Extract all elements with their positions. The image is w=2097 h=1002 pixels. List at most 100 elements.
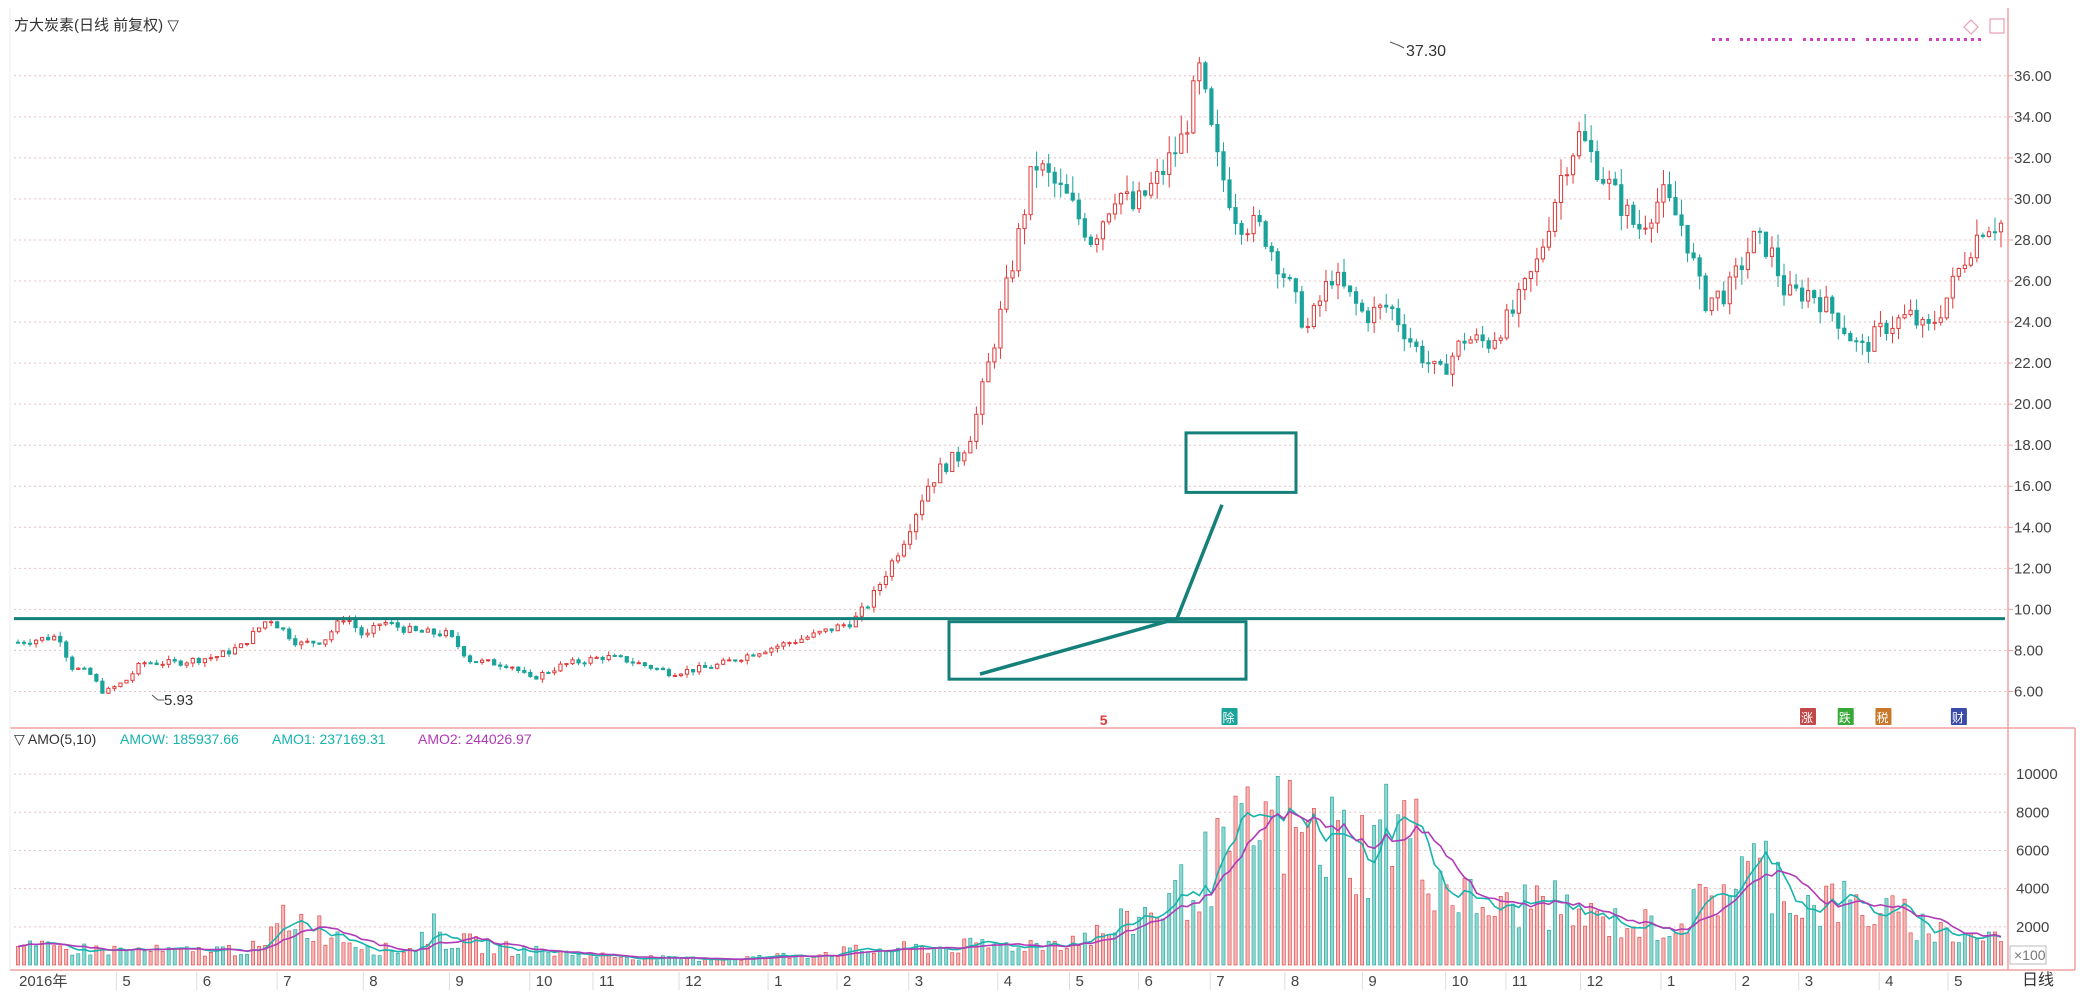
volume-bar <box>685 957 689 966</box>
volume-bar <box>82 943 87 966</box>
volume-bar <box>341 942 346 966</box>
volume-bar <box>389 951 394 966</box>
volume-bar <box>1366 898 1371 966</box>
candle-body <box>745 654 750 661</box>
candle-body <box>1522 278 1527 291</box>
candle-body <box>1329 281 1335 286</box>
period-switch[interactable]: 日线 <box>2022 971 2054 989</box>
candle-body <box>1179 133 1184 154</box>
volume-bar <box>70 954 75 966</box>
volume-bar <box>1209 906 1214 966</box>
volume-bar <box>1281 873 1286 966</box>
volume-bar <box>383 942 388 966</box>
volume-bar <box>112 945 117 966</box>
indicator-dot <box>1719 38 1722 41</box>
volume-bar <box>1161 918 1166 966</box>
volume-bar <box>64 948 69 966</box>
indicator-dot <box>1838 38 1841 41</box>
volume-bar <box>1004 942 1009 966</box>
candle-body <box>1100 221 1106 240</box>
window-icon[interactable] <box>1989 18 2005 34</box>
candle-body <box>1143 190 1148 196</box>
candle-body <box>383 622 388 625</box>
candle-body <box>534 675 539 680</box>
indicator-dot <box>1817 38 1820 41</box>
candle-body <box>751 654 756 657</box>
volume-bar <box>1583 925 1588 966</box>
candle-body <box>1468 339 1473 344</box>
candle-body <box>1799 287 1805 302</box>
candle-body <box>1462 340 1467 344</box>
candle-body <box>1836 312 1841 329</box>
candle-body <box>166 659 171 665</box>
volume-bar <box>1854 894 1859 966</box>
volume-bar <box>1119 908 1123 966</box>
diamond-icon[interactable] <box>1963 19 1979 35</box>
candle-body <box>829 628 834 632</box>
candle-body <box>1076 199 1081 220</box>
period-label[interactable]: 日线 <box>2022 971 2054 989</box>
chart-title[interactable]: 方大炭素(日线 前复权) ▽ <box>14 16 179 34</box>
volume-bar <box>1679 923 1684 966</box>
candle-body <box>787 642 792 645</box>
candle-body <box>612 654 617 657</box>
candle-body <box>437 633 443 637</box>
candle-body <box>1715 290 1720 299</box>
volume-bar <box>353 947 358 966</box>
candle-body <box>1860 340 1865 344</box>
volume-bar <box>1830 883 1835 966</box>
volume-bar <box>1094 924 1099 966</box>
candle-body <box>1908 309 1913 316</box>
volume-bar <box>1902 898 1907 966</box>
candle-body <box>293 638 298 646</box>
candle-body <box>1378 304 1383 308</box>
candle-body <box>365 632 370 636</box>
indicator-name[interactable]: ▽ AMO(5,10) <box>14 731 96 747</box>
candle-body <box>1004 277 1009 310</box>
candle-body <box>847 624 852 628</box>
volume-bar <box>1480 907 1485 966</box>
candle-body <box>1474 334 1479 341</box>
volume-bar <box>1155 916 1160 966</box>
candle-body <box>371 625 376 634</box>
volume-bar <box>456 947 460 966</box>
candle-body <box>606 654 611 661</box>
volume-bar <box>1510 903 1515 966</box>
candle-body <box>94 673 99 682</box>
volume-bar <box>1920 913 1925 966</box>
volume-bar <box>546 951 551 966</box>
candle-body <box>1866 342 1871 352</box>
candle-body <box>889 560 895 577</box>
candle-body <box>1510 309 1515 314</box>
candle-body <box>660 667 666 671</box>
candle-body <box>1667 184 1672 199</box>
volume-bar <box>1137 916 1141 966</box>
volume-bar <box>347 942 352 966</box>
volume-bar <box>1709 895 1714 966</box>
volume-bar <box>1402 800 1407 966</box>
indicator-dot <box>1894 38 1897 41</box>
volume-bar <box>636 960 641 966</box>
indicator-dot <box>1880 38 1883 41</box>
candle-body <box>871 589 876 608</box>
volume-bar <box>697 960 701 966</box>
candle-body <box>1197 62 1202 82</box>
candle-body <box>1167 152 1172 175</box>
candle-body <box>1703 275 1708 312</box>
candle-body <box>1420 345 1425 364</box>
candle-body <box>244 643 250 646</box>
volume-bar <box>703 959 708 966</box>
candle-body <box>1558 175 1564 203</box>
volume-bar <box>468 933 472 966</box>
volume-bar <box>1685 932 1690 966</box>
candle-body <box>1775 247 1781 277</box>
candle-body <box>956 451 961 462</box>
volume-bar <box>516 954 521 966</box>
candle-body <box>341 620 346 623</box>
volume-bar <box>16 946 20 966</box>
event-marker-label: 跌 <box>1839 710 1851 725</box>
candle-body <box>1848 333 1853 342</box>
event-marker-label: 除 <box>1223 710 1235 725</box>
volume-bar <box>865 951 870 966</box>
candle-body <box>715 663 720 669</box>
